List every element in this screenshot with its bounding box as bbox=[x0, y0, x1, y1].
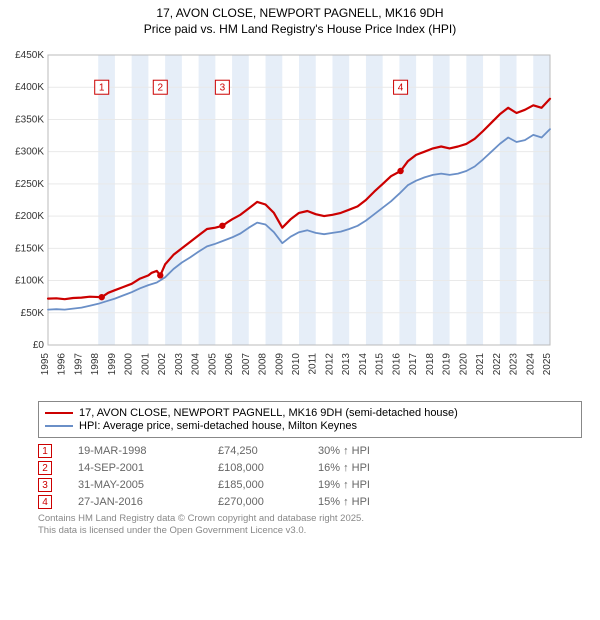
svg-text:£400K: £400K bbox=[15, 82, 44, 93]
svg-text:2023: 2023 bbox=[509, 353, 520, 376]
legend-swatch bbox=[45, 412, 73, 414]
svg-text:1998: 1998 bbox=[90, 353, 101, 376]
title-line-1: 17, AVON CLOSE, NEWPORT PAGNELL, MK16 9D… bbox=[0, 6, 600, 22]
svg-text:2021: 2021 bbox=[475, 353, 486, 376]
svg-text:2011: 2011 bbox=[308, 353, 319, 375]
event-price: £185,000 bbox=[218, 479, 318, 491]
event-delta: 15% ↑ HPI bbox=[318, 496, 370, 508]
line-chart: £0 £50K £100K £150K £200K £250K £300K £350K £400… bbox=[0, 45, 560, 395]
chart-title: 17, AVON CLOSE, NEWPORT PAGNELL, MK16 9D… bbox=[0, 0, 600, 37]
svg-text:2010: 2010 bbox=[291, 353, 302, 376]
footer-line-1: Contains HM Land Registry data © Crown c… bbox=[38, 513, 582, 525]
event-delta: 30% ↑ HPI bbox=[318, 445, 370, 457]
event-delta: 16% ↑ HPI bbox=[318, 462, 370, 474]
svg-text:£50K: £50K bbox=[21, 308, 45, 319]
event-row: 1 19-MAR-1998£74,25030% ↑ HPI bbox=[38, 444, 582, 458]
svg-text:2020: 2020 bbox=[458, 353, 469, 376]
event-marker-number: 4 bbox=[38, 495, 52, 509]
svg-text:2017: 2017 bbox=[408, 353, 419, 376]
legend-item: 17, AVON CLOSE, NEWPORT PAGNELL, MK16 9D… bbox=[45, 407, 575, 419]
svg-text:£300K: £300K bbox=[15, 147, 44, 158]
legend: 17, AVON CLOSE, NEWPORT PAGNELL, MK16 9D… bbox=[38, 401, 582, 438]
svg-text:2006: 2006 bbox=[224, 353, 235, 376]
legend-item: HPI: Average price, semi-detached house,… bbox=[45, 420, 575, 432]
footer-line-2: This data is licensed under the Open Gov… bbox=[38, 525, 582, 537]
event-price: £270,000 bbox=[218, 496, 318, 508]
svg-text:1: 1 bbox=[99, 83, 105, 94]
legend-label: 17, AVON CLOSE, NEWPORT PAGNELL, MK16 9D… bbox=[79, 407, 458, 419]
event-row: 3 31-MAY-2005£185,00019% ↑ HPI bbox=[38, 478, 582, 492]
svg-text:2025: 2025 bbox=[542, 353, 553, 376]
svg-text:£150K: £150K bbox=[15, 244, 44, 255]
svg-text:£250K: £250K bbox=[15, 179, 44, 190]
svg-text:2022: 2022 bbox=[492, 353, 503, 376]
svg-text:1997: 1997 bbox=[73, 353, 84, 376]
footer-attribution: Contains HM Land Registry data © Crown c… bbox=[38, 513, 582, 537]
event-marker-number: 3 bbox=[38, 478, 52, 492]
svg-text:£100K: £100K bbox=[15, 276, 44, 287]
event-price: £108,000 bbox=[218, 462, 318, 474]
svg-text:2003: 2003 bbox=[174, 353, 185, 376]
svg-text:2005: 2005 bbox=[207, 353, 218, 376]
svg-text:2004: 2004 bbox=[191, 353, 202, 376]
event-marker-number: 1 bbox=[38, 444, 52, 458]
svg-text:2019: 2019 bbox=[442, 353, 453, 376]
svg-text:2000: 2000 bbox=[124, 353, 135, 376]
svg-text:2012: 2012 bbox=[324, 353, 335, 376]
event-date: 27-JAN-2016 bbox=[78, 496, 218, 508]
svg-text:2007: 2007 bbox=[241, 353, 252, 376]
svg-text:2: 2 bbox=[157, 83, 163, 94]
event-row: 2 14-SEP-2001£108,00016% ↑ HPI bbox=[38, 461, 582, 475]
svg-text:£350K: £350K bbox=[15, 115, 44, 126]
svg-text:2009: 2009 bbox=[274, 353, 285, 376]
svg-text:1996: 1996 bbox=[57, 353, 68, 376]
svg-text:2018: 2018 bbox=[425, 353, 436, 376]
svg-text:£450K: £450K bbox=[15, 50, 44, 61]
svg-text:4: 4 bbox=[398, 83, 404, 94]
title-line-2: Price paid vs. HM Land Registry's House … bbox=[0, 22, 600, 38]
svg-text:£200K: £200K bbox=[15, 211, 44, 222]
svg-text:2016: 2016 bbox=[391, 353, 402, 376]
svg-text:2002: 2002 bbox=[157, 353, 168, 376]
svg-text:1995: 1995 bbox=[40, 353, 51, 376]
svg-text:2015: 2015 bbox=[375, 353, 386, 376]
event-date: 19-MAR-1998 bbox=[78, 445, 218, 457]
svg-text:2008: 2008 bbox=[258, 353, 269, 376]
svg-text:2013: 2013 bbox=[341, 353, 352, 376]
event-marker-number: 2 bbox=[38, 461, 52, 475]
event-price: £74,250 bbox=[218, 445, 318, 457]
svg-text:3: 3 bbox=[220, 83, 226, 94]
svg-text:2024: 2024 bbox=[525, 353, 536, 376]
event-delta: 19% ↑ HPI bbox=[318, 479, 370, 491]
event-row: 4 27-JAN-2016£270,00015% ↑ HPI bbox=[38, 495, 582, 509]
svg-text:1999: 1999 bbox=[107, 353, 118, 376]
event-table: 1 19-MAR-1998£74,25030% ↑ HPI 2 14-SEP-2001… bbox=[38, 444, 582, 509]
legend-label: HPI: Average price, semi-detached house,… bbox=[79, 420, 357, 432]
svg-text:£0: £0 bbox=[33, 340, 45, 351]
event-date: 14-SEP-2001 bbox=[78, 462, 218, 474]
svg-text:2001: 2001 bbox=[140, 353, 151, 376]
legend-swatch bbox=[45, 425, 73, 427]
event-date: 31-MAY-2005 bbox=[78, 479, 218, 491]
chart-area: £0 £50K £100K £150K £200K £250K £300K £350K £400… bbox=[0, 45, 588, 395]
svg-text:2014: 2014 bbox=[358, 353, 369, 376]
